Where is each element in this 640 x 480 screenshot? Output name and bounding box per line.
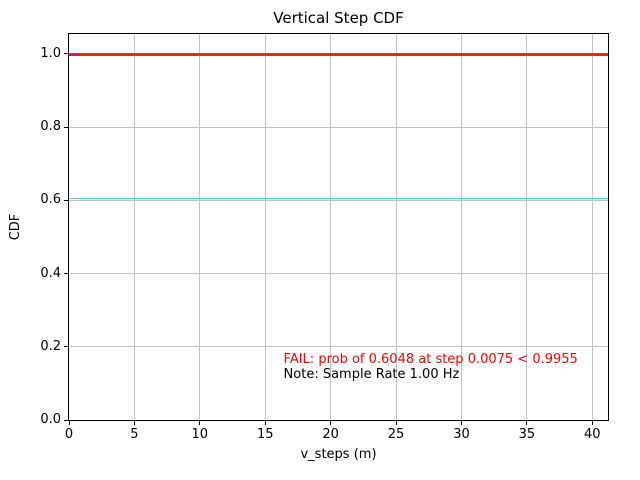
y-tick-label-0.8: 0.8 [40, 119, 61, 135]
y-tick-0.6 [64, 199, 68, 201]
x-tick-25 [395, 421, 397, 425]
y-tick-1.0 [64, 53, 68, 55]
y-tick-0.0 [64, 419, 68, 421]
grid-line-y-0.4 [69, 273, 608, 274]
x-tick-10 [199, 421, 201, 425]
x-tick-label-10: 10 [191, 427, 209, 442]
y-tick-0.2 [64, 346, 68, 348]
plot-area [68, 33, 609, 421]
x-tick-label-35: 35 [518, 427, 536, 442]
x-tick-label-15: 15 [256, 427, 274, 442]
grid-line-y-0.8 [69, 126, 608, 128]
x-tick-20 [330, 421, 332, 425]
grid-line-y-0.2 [69, 346, 608, 348]
y-tick-label-1.0: 1.0 [40, 45, 61, 61]
x-tick-40 [591, 421, 593, 425]
y-tick-0.8 [64, 126, 68, 128]
y-tick-label-0.6: 0.6 [40, 192, 61, 208]
x-tick-label-0: 0 [64, 427, 74, 442]
grid-line-y-0.6 [69, 199, 608, 201]
y-axis-label: CDF [8, 213, 23, 241]
x-tick-35 [526, 421, 528, 425]
x-tick-label-40: 40 [584, 427, 601, 442]
grid-line-x-10 [199, 34, 201, 420]
grid-line-x-5 [133, 34, 135, 420]
x-tick-label-30: 30 [453, 427, 470, 442]
x-axis-label: v_steps (m) [300, 447, 377, 462]
grid-line-x-40 [591, 34, 593, 420]
x-tick-label-5: 5 [130, 427, 139, 442]
y-tick-label-0.2: 0.2 [40, 338, 61, 354]
achieved-probability-line [69, 197, 608, 200]
x-tick-0 [68, 421, 70, 425]
grid-line-x-25 [395, 34, 397, 420]
x-tick-30 [460, 421, 462, 425]
chart-title: Vertical Step CDF [273, 9, 404, 27]
note-annotation: Note: Sample Rate 1.00 Hz [283, 367, 460, 383]
y-tick-0.4 [64, 273, 68, 274]
cdf-curve-line [69, 52, 608, 55]
required-probability-line [69, 54, 608, 57]
x-tick-15 [264, 421, 266, 425]
grid-line-x-15 [264, 34, 266, 420]
x-tick-label-25: 25 [387, 427, 405, 442]
grid-line-x-35 [526, 34, 528, 420]
x-tick-label-20: 20 [322, 427, 339, 442]
grid-line-x-20 [330, 34, 332, 420]
x-tick-5 [133, 421, 135, 425]
grid-line-x-30 [460, 34, 462, 420]
fail-annotation: FAIL: prob of 0.6048 at step 0.0075 < 0.… [283, 352, 578, 368]
y-tick-label-0.4: 0.4 [40, 265, 61, 281]
y-tick-label-0.0: 0.0 [40, 412, 61, 427]
